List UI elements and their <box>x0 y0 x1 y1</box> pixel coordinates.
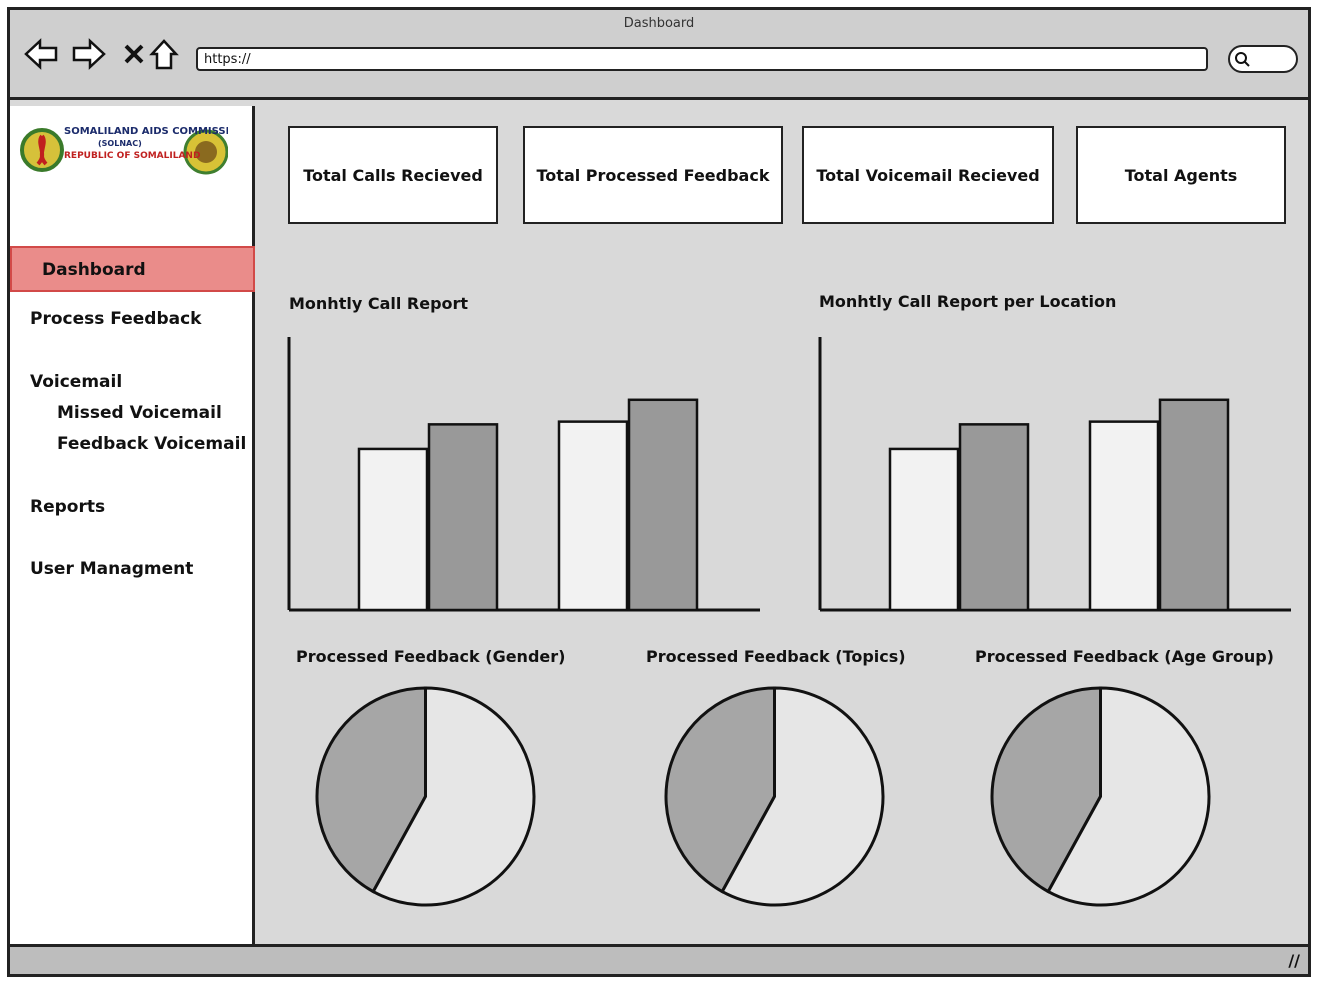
chart-title-monthly-call: Monhtly Call Report <box>289 294 469 313</box>
svg-text:SOMALILAND AIDS COMMISSION: SOMALILAND AIDS COMMISSION <box>64 126 228 137</box>
pie-chart-topics <box>664 686 885 907</box>
bar <box>427 423 499 612</box>
pie-title-gender: Processed Feedback (Gender) <box>296 647 566 666</box>
browser-search[interactable] <box>1228 45 1298 73</box>
sidebar-item-reports[interactable]: Reports <box>30 497 106 517</box>
pie-chart-gender <box>315 686 536 907</box>
sidebar-item-process-feedback[interactable]: Process Feedback <box>30 309 202 329</box>
pie-title-topics: Processed Feedback (Topics) <box>646 647 906 666</box>
pie-slice <box>990 686 1102 894</box>
close-icon[interactable] <box>124 44 144 64</box>
browser-window: Dashboard https:// <box>7 7 1311 977</box>
search-icon <box>1235 52 1250 67</box>
bar-chart-monthly-call <box>287 337 760 612</box>
svg-text:REPUBLIC OF SOMALILAND: REPUBLIC OF SOMALILAND <box>64 151 200 161</box>
bar <box>357 447 429 612</box>
browser-toolbar: Dashboard https:// <box>10 10 1308 100</box>
bar <box>1088 420 1160 612</box>
status-bar: // <box>10 944 1308 974</box>
bar <box>888 447 960 612</box>
pie-chart-age-group <box>990 686 1211 907</box>
bar <box>958 423 1030 612</box>
forward-arrow-icon[interactable] <box>72 38 106 70</box>
window-title: Dashboard <box>623 16 695 31</box>
dashboard-main: Total Calls Recieved Total Processed Fee… <box>255 106 1311 946</box>
pie-slice <box>664 686 776 894</box>
kpi-total-processed-feedback[interactable]: Total Processed Feedback <box>523 126 783 224</box>
sidebar-item-voicemail[interactable]: Voicemail <box>30 372 123 392</box>
url-bar[interactable]: https:// <box>196 47 1208 71</box>
nav-buttons <box>24 36 194 72</box>
back-arrow-icon[interactable] <box>24 38 58 70</box>
sidebar-item-dashboard[interactable]: Dashboard <box>10 246 255 292</box>
bar <box>1158 398 1230 612</box>
svg-text:(SOLNAC): (SOLNAC) <box>98 139 142 148</box>
sidebar-item-feedback-voicemail[interactable]: Feedback Voicemail <box>57 434 247 454</box>
pie-slice <box>1046 686 1211 907</box>
pie-title-age-group: Processed Feedback (Age Group) <box>975 647 1274 666</box>
pie-slice <box>720 686 885 907</box>
home-icon[interactable] <box>149 39 179 70</box>
bar-chart-monthly-call-location <box>818 337 1291 612</box>
kpi-total-calls[interactable]: Total Calls Recieved <box>288 126 498 224</box>
bar <box>557 420 629 612</box>
logo: SOMALILAND AIDS COMMISSION (SOLNAC) REPU… <box>18 120 246 184</box>
sidebar-item-label: Dashboard <box>42 260 146 280</box>
bar <box>627 398 699 612</box>
resize-grip-icon[interactable]: // <box>1288 951 1300 970</box>
sidebar: SOMALILAND AIDS COMMISSION (SOLNAC) REPU… <box>10 106 255 946</box>
pie-slice <box>371 686 536 907</box>
pie-slice <box>315 686 427 894</box>
kpi-total-voicemail[interactable]: Total Voicemail Recieved <box>802 126 1054 224</box>
sidebar-item-user-management[interactable]: User Managment <box>30 559 194 579</box>
sidebar-item-missed-voicemail[interactable]: Missed Voicemail <box>57 403 222 423</box>
chart-title-monthly-call-location: Monhtly Call Report per Location <box>819 292 1117 311</box>
kpi-total-agents[interactable]: Total Agents <box>1076 126 1286 224</box>
